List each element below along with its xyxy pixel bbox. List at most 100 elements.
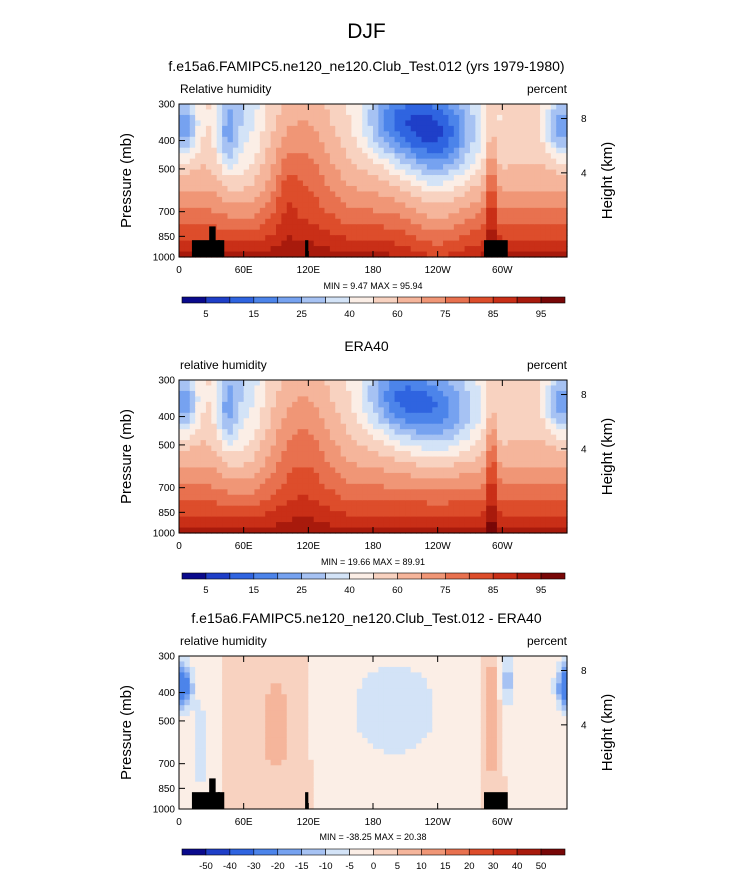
contour-cell [491, 196, 498, 203]
contour-cell [184, 461, 191, 469]
contour-cell [367, 158, 374, 165]
contour-cell [464, 153, 471, 160]
contour-cell [276, 683, 282, 690]
contour-cell [556, 229, 563, 236]
contour-cell [464, 251, 471, 258]
contour-cell [265, 759, 272, 766]
contour-cell [480, 153, 487, 160]
contour-cell [211, 732, 218, 739]
contour-cell [205, 213, 212, 220]
contour-cell [486, 131, 493, 138]
contour-cell [534, 180, 541, 187]
contour-cell [550, 401, 557, 408]
contour-cell [216, 390, 223, 397]
contour-cell [464, 418, 471, 425]
contour-cell [324, 380, 331, 387]
contour-cell [195, 688, 202, 695]
contour-cell [529, 516, 536, 523]
contour-cell [405, 251, 412, 258]
contour-cell [227, 743, 234, 750]
contour-cell [470, 109, 476, 116]
contour-cell [319, 522, 326, 529]
contour-cell [351, 120, 358, 127]
contour-cell [394, 467, 401, 474]
contour-cell [270, 418, 277, 425]
colorbar-swatch [349, 296, 374, 304]
contour-cell [179, 781, 185, 788]
contour-cell [216, 461, 223, 469]
contour-cell [254, 109, 261, 116]
contour-cell [329, 202, 336, 209]
contour-cell [378, 180, 385, 187]
contour-cell [443, 109, 450, 116]
contour-cell [416, 169, 423, 176]
contour-cell [448, 390, 455, 397]
contour-cell [416, 429, 423, 436]
contour-cell [313, 666, 320, 673]
contour-cell [373, 456, 379, 463]
contour-cell [399, 185, 406, 193]
contour-cell [179, 175, 185, 182]
contour-cell [421, 224, 428, 231]
contour-cell [232, 434, 239, 441]
contour-cell [491, 158, 498, 165]
contour-cell [367, 407, 374, 414]
contour-cell [373, 418, 379, 425]
contour-cell [475, 131, 482, 138]
contour-cell [513, 120, 520, 127]
contour-cell [243, 131, 250, 138]
contour-cell [238, 500, 245, 507]
contour-cell [470, 251, 476, 258]
contour-cell [281, 153, 288, 160]
contour-cell [184, 440, 191, 447]
contour-cell [459, 390, 466, 397]
contour-cell [335, 147, 342, 154]
contour-cell [443, 158, 450, 165]
contour-cell [313, 109, 320, 116]
contour-cell [259, 494, 266, 501]
contour-cell [184, 781, 191, 788]
contour-cell [302, 445, 309, 452]
contour-cell [448, 196, 455, 203]
contour-cell [367, 440, 374, 447]
contour-cell [496, 224, 503, 231]
contour-cell [297, 666, 304, 673]
contour-cell [254, 456, 261, 463]
contour-cell [464, 207, 471, 214]
contour-cell [453, 158, 460, 165]
contour-cell [232, 158, 239, 165]
colorbar-swatch [301, 572, 326, 580]
contour-cell [346, 191, 353, 198]
contour-cell [453, 407, 460, 414]
contour-cell [205, 489, 212, 496]
contour-cell [507, 451, 514, 458]
contour-cell [502, 423, 509, 430]
contour-cell [249, 136, 256, 143]
contour-cell [426, 120, 433, 127]
contour-cell [189, 423, 196, 430]
contour-cell [200, 710, 207, 717]
contour-cell [556, 440, 563, 447]
contour-cell [222, 109, 229, 116]
contour-cell [534, 147, 541, 154]
contour-cell [453, 494, 460, 501]
contour-cell [437, 125, 444, 132]
contour-cell [335, 180, 342, 187]
contour-cell [432, 224, 439, 231]
contour-cell [319, 716, 326, 723]
contour-cell [211, 191, 218, 198]
contour-cell [232, 175, 239, 182]
contour-cell [443, 494, 450, 501]
contour-cell [459, 218, 466, 225]
contour-cell [254, 672, 261, 679]
contour-cell [302, 202, 309, 209]
contour-cell [340, 380, 347, 387]
contour-cell [200, 683, 207, 690]
contour-cell [243, 505, 250, 512]
contour-cell [211, 440, 218, 447]
contour-cell [270, 792, 277, 799]
contour-cell [383, 412, 390, 419]
contour-cell [453, 153, 460, 160]
contour-cell [362, 516, 369, 523]
contour-cell [437, 494, 444, 501]
